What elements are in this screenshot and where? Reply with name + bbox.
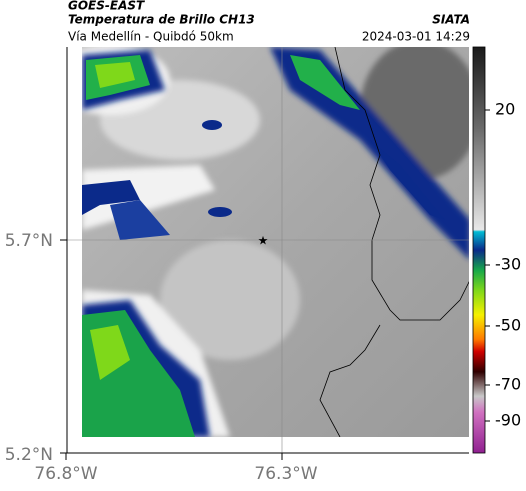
colorbar-ticks: 20 -30 -50 -70 -90	[485, 100, 521, 430]
colorbar-label: -50	[495, 316, 521, 335]
title: Temperatura de Brillo CH13	[68, 13, 255, 27]
lat-label: 5.2°N	[5, 445, 53, 465]
colorbar-label: -90	[495, 411, 521, 430]
lon-label: 76.3°W	[254, 464, 317, 484]
lon-label: 76.8°W	[34, 464, 97, 484]
source: GOES-EAST	[68, 0, 145, 13]
subtitle: Vía Medellín - Quibdó 50km	[68, 30, 234, 44]
colorbar	[472, 46, 486, 454]
colorbar-label: -70	[495, 375, 521, 394]
satellite-image	[82, 47, 469, 437]
colorbar-label: 20	[495, 100, 515, 119]
lat-label: 5.7°N	[5, 231, 53, 251]
colorbar-label: -30	[495, 255, 521, 274]
organization: SIATA	[432, 13, 470, 27]
location-star: ★	[258, 234, 269, 248]
timestamp: 2024-03-01 14:29	[362, 30, 470, 44]
